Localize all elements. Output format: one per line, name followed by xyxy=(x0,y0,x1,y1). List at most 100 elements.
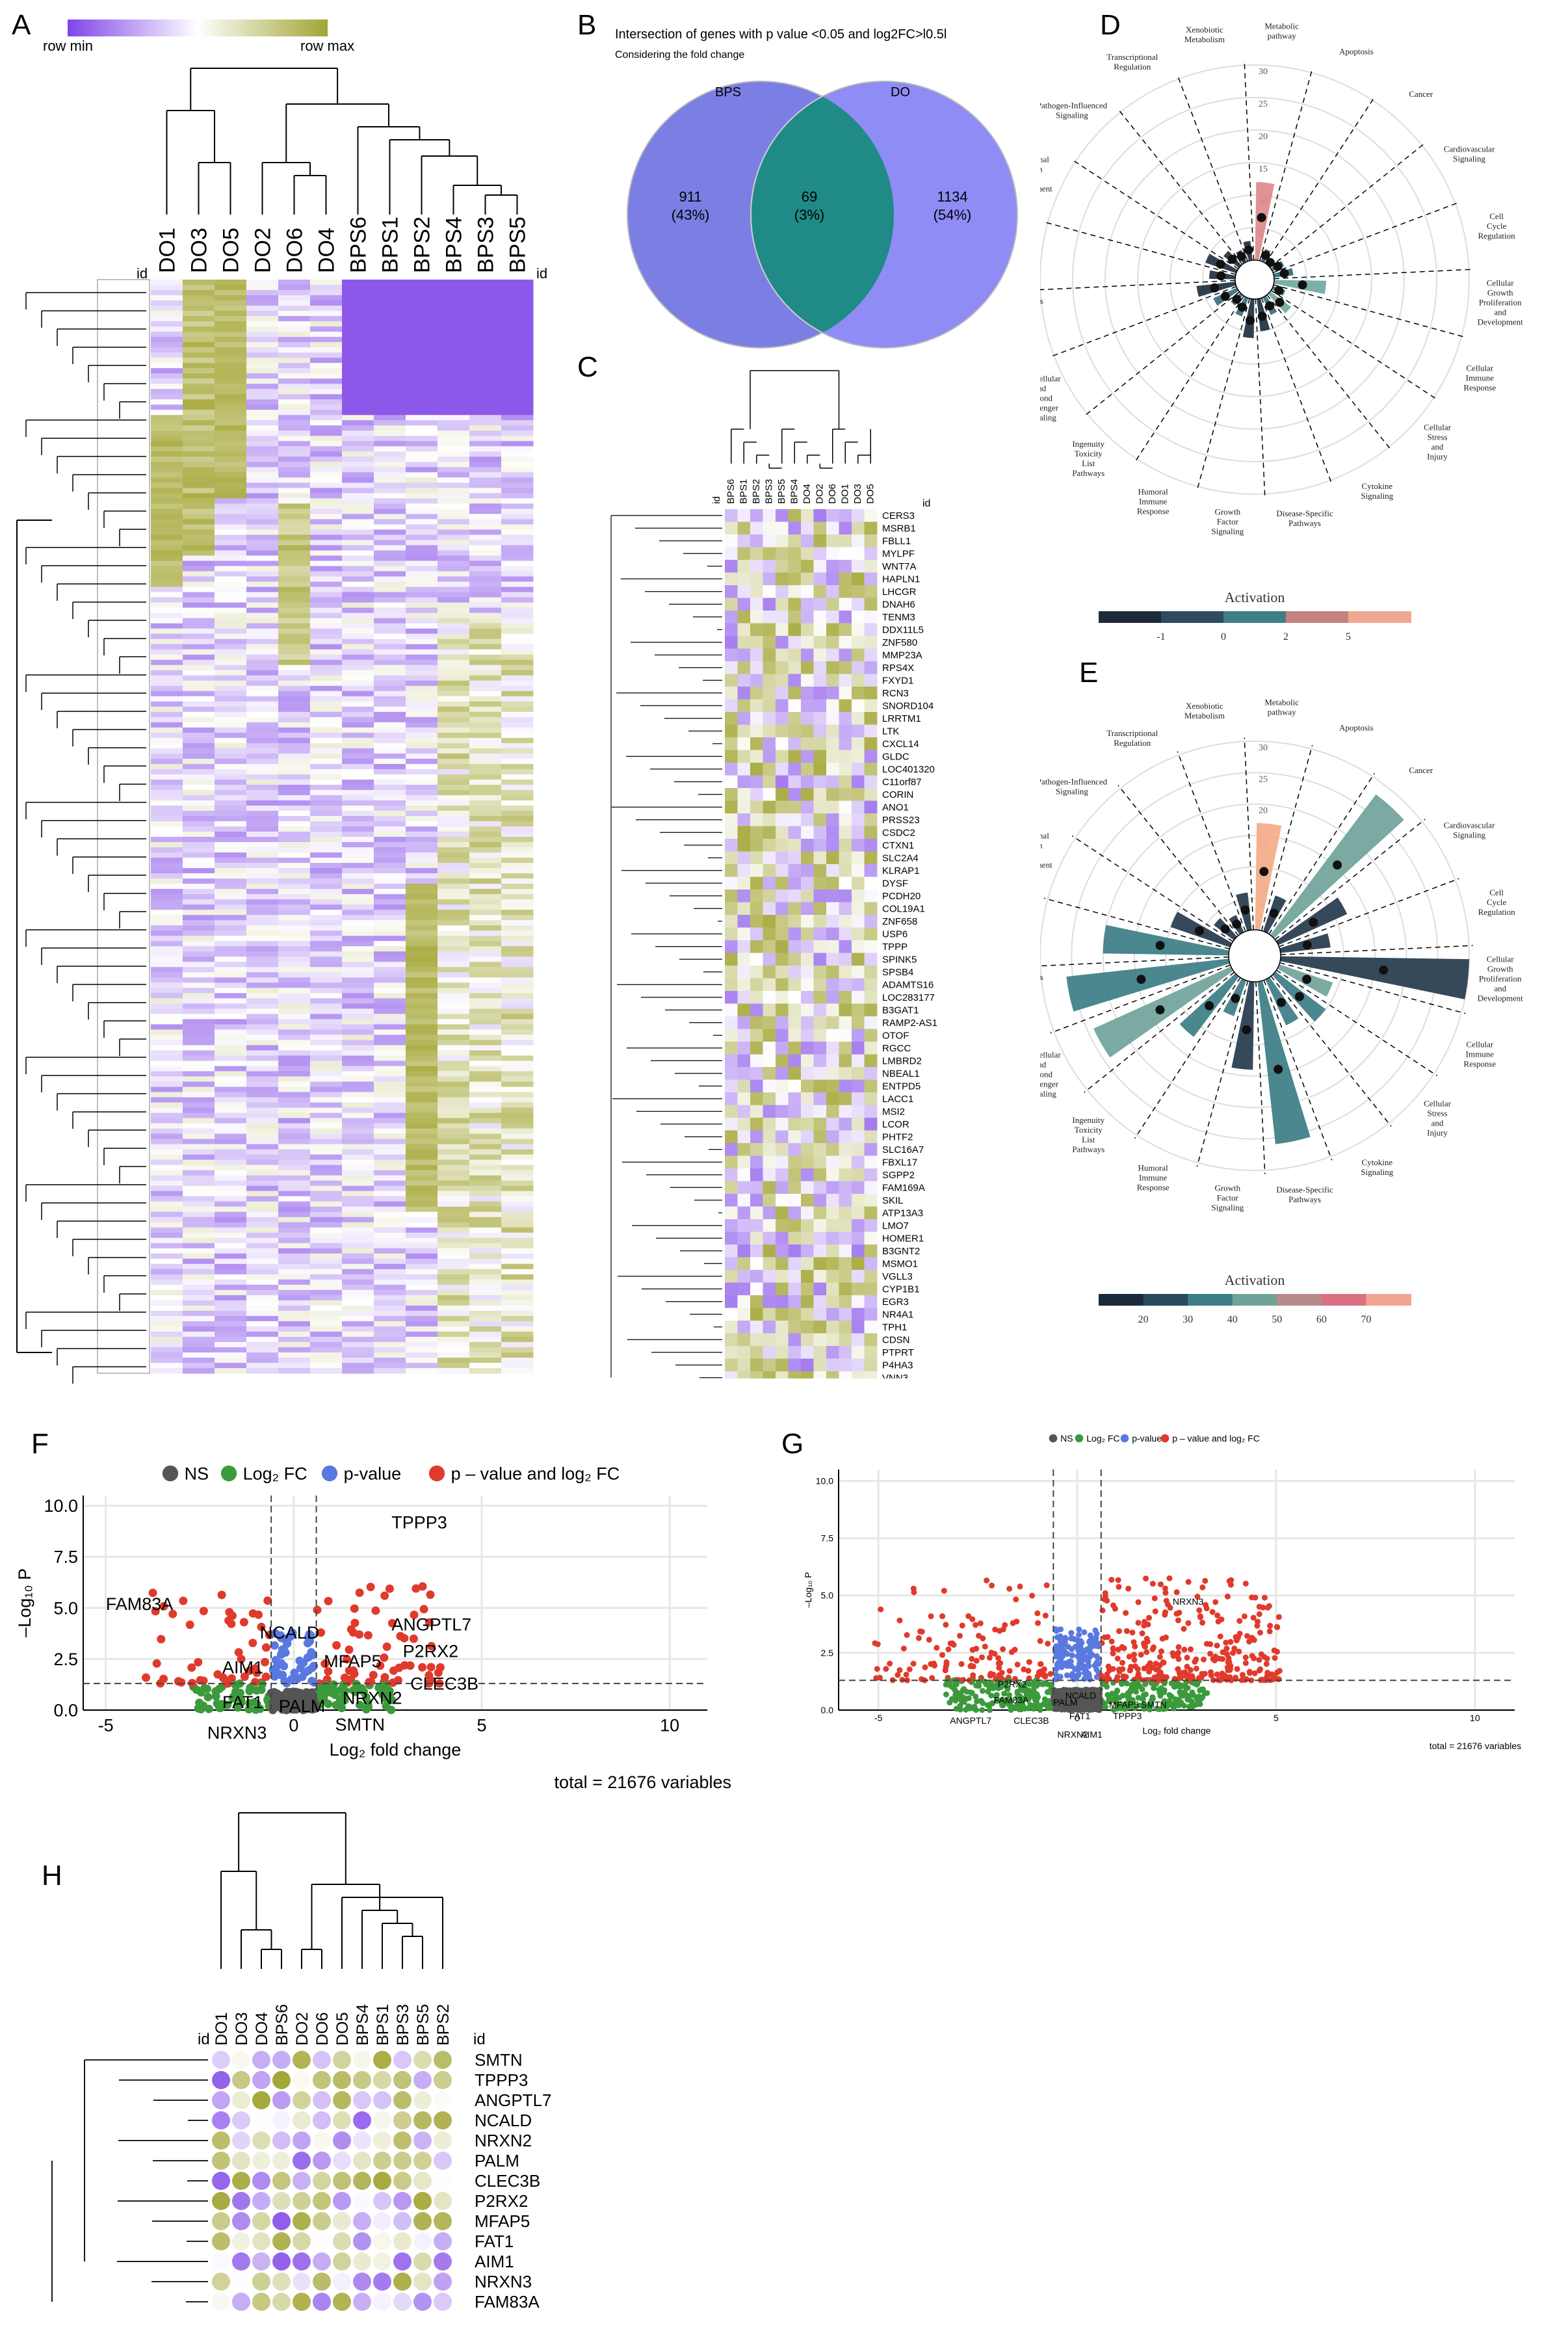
heatmap-a-cell xyxy=(278,972,311,978)
heatmap-c-cell xyxy=(826,1219,839,1232)
heatmap-a-cell xyxy=(342,285,374,291)
heatmap-a-cell xyxy=(215,321,247,327)
heatmap-a-cell xyxy=(438,659,470,666)
gene-label: NRXN2 xyxy=(343,1689,402,1708)
heatmap-c-cell xyxy=(839,1003,852,1017)
heatmap-a-cell xyxy=(374,540,406,546)
heatmap-a-cell xyxy=(183,1258,215,1265)
heatmap-a-cell xyxy=(183,1310,215,1317)
heatmap-a-cell xyxy=(246,1123,279,1129)
heatmap-a-cell xyxy=(310,1055,343,1062)
heatmap-a-cell xyxy=(342,1102,374,1109)
heatmap-a-cell xyxy=(501,847,534,853)
volcano-point xyxy=(1256,1611,1262,1617)
heatmap-a-cell xyxy=(406,534,438,541)
heatmap-a-cell xyxy=(183,280,215,285)
heatmap-a-cell xyxy=(151,920,183,926)
heatmap-c-cell xyxy=(801,1042,814,1055)
heatmap-c-cell xyxy=(864,1029,878,1042)
heatmap-a-cell xyxy=(278,592,311,598)
heatmap-a-cell xyxy=(342,1113,374,1119)
heatmap-c-cell xyxy=(763,598,776,611)
heatmap-a-cell xyxy=(278,1362,311,1369)
heatmap-a-cell xyxy=(278,1144,311,1150)
heatmap-a-cell xyxy=(215,1003,247,1009)
heatmap-a-cell xyxy=(342,332,374,337)
heatmap-a-cell xyxy=(406,488,438,494)
radar-legend-tick: 0 xyxy=(1221,631,1226,642)
heatmap-a-cell xyxy=(469,352,502,358)
heatmap-a-cell xyxy=(469,753,502,759)
heatmap-a-cell xyxy=(342,654,374,661)
heatmap-a-cell xyxy=(342,832,374,837)
gene-label-fbxl17: FBXL17 xyxy=(882,1157,917,1168)
heatmap-c-cell xyxy=(725,1003,738,1017)
heatmap-a-cell xyxy=(310,394,343,400)
heatmap-a-cell xyxy=(278,858,311,863)
heatmap-a-cell xyxy=(246,665,279,671)
heatmap-c-cell xyxy=(813,674,827,687)
heatmap-a-cell xyxy=(151,670,183,676)
volcano-point xyxy=(283,1639,292,1648)
heatmap-a-cell xyxy=(183,789,215,796)
heatmap-a-cell xyxy=(374,1237,406,1244)
heatmap-a-cell xyxy=(310,451,343,457)
heatmap-c-cell xyxy=(801,978,814,992)
heatmap-c-cell xyxy=(826,1029,839,1042)
heatmap-c-cell xyxy=(839,1346,852,1359)
heatmap-a-cell xyxy=(310,852,343,858)
heatmap-c-cell xyxy=(737,1219,751,1232)
heatmap-c-cell xyxy=(864,712,878,725)
heatmap-a-cell xyxy=(246,618,279,624)
heatmap-a-cell xyxy=(438,1295,470,1301)
heatmap-a-cell xyxy=(438,1107,470,1114)
heatmap-a-cell xyxy=(183,1092,215,1098)
heatmap-a-cell xyxy=(342,628,374,635)
heatmap-a-cell xyxy=(469,1352,502,1358)
heatmap-a-cell xyxy=(310,1144,343,1150)
heatmap-c-cell xyxy=(813,966,827,979)
heatmap-c-cell xyxy=(852,826,865,839)
heatmap-a-cell xyxy=(501,832,534,837)
heatmap-a-cell xyxy=(246,441,279,447)
heatmap-a-cell xyxy=(406,618,438,624)
heatmap-a-cell xyxy=(151,847,183,853)
heatmap-a-cell xyxy=(310,779,343,785)
heatmap-a-cell xyxy=(151,701,183,707)
heatmap-c-cell xyxy=(776,1130,789,1144)
heatmap-a-cell xyxy=(183,462,215,468)
heatmap-a-cell xyxy=(438,1341,470,1348)
heatmap-a-cell xyxy=(183,363,215,369)
heatmap-c-cell xyxy=(750,712,763,725)
heatmap-a-cell xyxy=(342,910,374,916)
heatmap-a-cell xyxy=(342,1263,374,1270)
heatmap-a-cell xyxy=(438,654,470,661)
heatmap-c-cell xyxy=(750,890,763,903)
heatmap-a-cell xyxy=(215,826,247,832)
heatmap-a-cell xyxy=(310,519,343,525)
gene-label-lrrtm1: LRRTM1 xyxy=(882,713,921,724)
heatmap-c-cell xyxy=(839,1282,852,1296)
heatmap-a-cell xyxy=(406,832,438,837)
heatmap-a-cell xyxy=(151,597,183,603)
heatmap-a-cell xyxy=(438,613,470,619)
heatmap-c-cell xyxy=(737,902,751,916)
heatmap-a-cell xyxy=(310,1118,343,1124)
heatmap-a-cell xyxy=(151,936,183,942)
heatmap-a-cell xyxy=(342,1258,374,1265)
heatmap-a-cell xyxy=(246,1175,279,1181)
heatmap-c-cell xyxy=(763,864,776,877)
heatmap-c-cell xyxy=(826,839,839,852)
heatmap-a-cell xyxy=(342,1061,374,1067)
heatmap-c-cell xyxy=(801,1003,814,1017)
heatmap-a-cell xyxy=(438,498,470,505)
heatmap-c-cell xyxy=(864,1245,878,1258)
heatmap-a-cell xyxy=(342,446,374,452)
x-tick-label: 0 xyxy=(289,1715,298,1735)
heatmap-c-cell xyxy=(788,864,802,877)
heatmap-a-cell xyxy=(215,1097,247,1103)
heatmap-a-cell xyxy=(469,784,502,791)
heatmap-a-cell xyxy=(246,321,279,327)
heatmap-c-cell xyxy=(776,991,789,1004)
heatmap-a-cell xyxy=(501,1144,534,1150)
